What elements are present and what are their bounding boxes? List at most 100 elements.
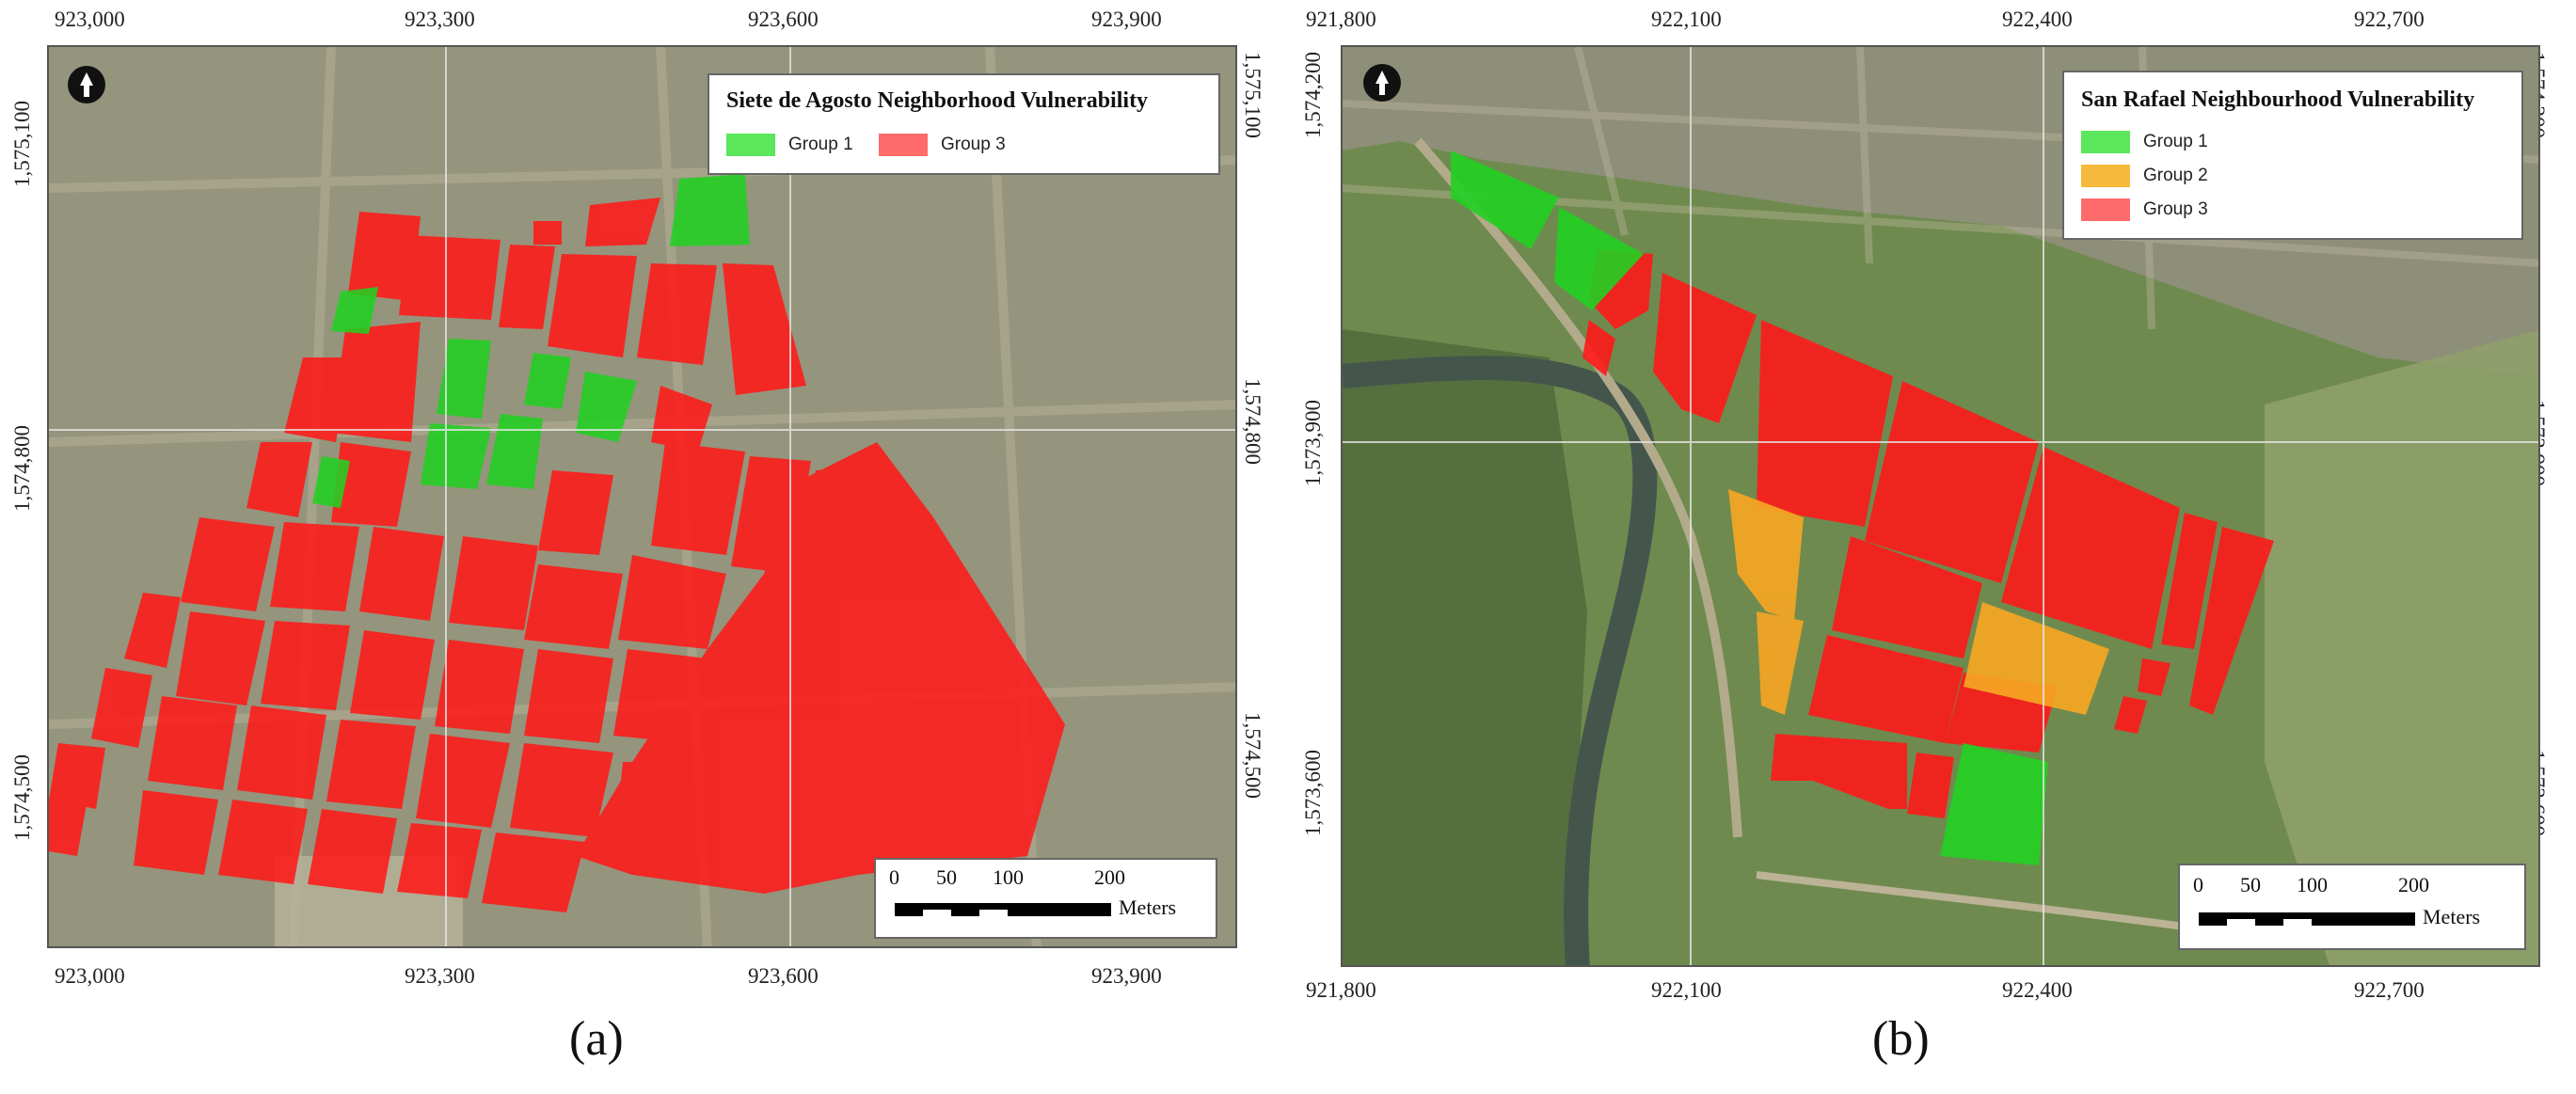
block-b1-01 [1451, 151, 1559, 249]
block-a3-25 [176, 611, 265, 706]
left-tick-a-2: 1,574,500 [10, 754, 34, 841]
block-b3-09 [1832, 536, 1982, 658]
swatch-group2-b [2081, 165, 2130, 187]
block-a3-22 [524, 564, 623, 649]
scale-label-b-2: 100 [2297, 873, 2328, 896]
panel-caption-b: (b) [1872, 1012, 1930, 1066]
block-a3-17 [181, 517, 275, 611]
scalebar-b: 0 50 100 200 Meters [2178, 864, 2526, 950]
block-a3-33 [237, 706, 326, 800]
legend-label-b-group1: Group 1 [2143, 132, 2208, 151]
top-tick-a-0: 923,000 [55, 8, 125, 31]
block-a1-02 [331, 287, 378, 334]
block-b3-02 [1582, 320, 1615, 376]
map-a[interactable]: Siete de Agosto Neighborhood Vulnerabili… [47, 45, 1237, 948]
scale-unit-a: Meters [1119, 896, 1177, 919]
bottom-tick-b-3: 922,700 [2354, 978, 2425, 1002]
block-a3-29 [524, 649, 613, 743]
block-a3-44 [49, 800, 87, 856]
group1-blocks-a [312, 174, 750, 508]
block-a3-06 [533, 221, 562, 245]
block-a3-11 [246, 442, 312, 517]
block-a3-10 [284, 357, 350, 442]
block-a1-03 [437, 339, 491, 419]
block-b1-02 [1554, 207, 1644, 310]
block-a3-21 [538, 470, 613, 555]
block-a3-04 [548, 254, 637, 357]
block-a3-35 [416, 734, 510, 828]
block-b3-08 [2189, 527, 2274, 715]
left-tick-a-1: 1,574,800 [10, 425, 34, 512]
block-a3-07 [585, 198, 660, 246]
top-tick-b-3: 922,700 [2354, 8, 2425, 31]
block-a3-08 [723, 263, 806, 395]
block-a3-14 [651, 442, 745, 555]
block-a3-12 [331, 442, 411, 527]
top-tick-b-2: 922,400 [2002, 8, 2073, 31]
legend-label-a-group1: Group 1 [788, 135, 853, 154]
scale-unit-b: Meters [2423, 905, 2481, 928]
block-a3-38 [134, 790, 218, 875]
block-b3-07 [2161, 513, 2218, 649]
panel-caption-a: (a) [569, 1012, 624, 1066]
left-tick-a-0: 1,575,100 [10, 101, 34, 187]
river-b [1343, 356, 1658, 965]
block-a3-36 [510, 743, 613, 837]
map-b[interactable]: San Rafael Neighbourhood Vulnerability G… [1341, 45, 2540, 967]
swatch-group3-b [2081, 198, 2130, 221]
legend-label-b-group3: Group 3 [2143, 199, 2208, 219]
left-tick-b-2: 1,573,600 [1301, 750, 1325, 836]
wetland-b [1343, 329, 1587, 965]
scale-label-b-3: 200 [2398, 873, 2429, 896]
scale-label-a-3: 200 [1094, 865, 1125, 889]
block-b3-04 [1757, 320, 1893, 527]
block-a3-39 [218, 800, 308, 884]
block-b3-15 [1907, 753, 1954, 818]
bottom-tick-a-2: 923,600 [748, 964, 819, 988]
right-tick-a-2: 1,574,500 [1241, 712, 1264, 799]
map-b-svg [1343, 47, 2538, 965]
block-a3-32 [148, 696, 237, 790]
group3-blocks-a [49, 198, 1065, 912]
block-a3-31 [91, 668, 152, 748]
block-a3-05 [637, 263, 717, 365]
top-tick-b-1: 922,100 [1651, 8, 1722, 31]
block-a1-04 [524, 353, 571, 409]
group1-blocks-b [1451, 151, 2048, 865]
block-b3-12 [2138, 658, 2171, 696]
block-b3-10 [1808, 635, 1964, 743]
block-a3-40 [308, 809, 397, 894]
top-tick-a-3: 923,900 [1091, 8, 1162, 31]
block-a3-28 [435, 640, 524, 734]
block-b1-03 [1940, 743, 2048, 865]
road-b-1 [1414, 137, 1742, 838]
block-a1-08 [312, 456, 350, 508]
bottom-tick-a-1: 923,300 [405, 964, 475, 988]
scale-label-a-2: 100 [993, 865, 1024, 889]
bottom-tick-a-3: 923,900 [1091, 964, 1162, 988]
bottom-tick-b-1: 922,100 [1651, 978, 1722, 1002]
block-a3-large [576, 442, 1065, 894]
legend-a: Siete de Agosto Neighborhood Vulnerabili… [708, 73, 1220, 175]
scale-label-a-1: 50 [936, 865, 957, 889]
map-a-svg [49, 47, 1235, 946]
bottom-tick-b-0: 921,800 [1306, 978, 1376, 1002]
scale-label-a-0: 0 [889, 865, 899, 889]
legend-title-a: Siete de Agosto Neighborhood Vulnerabili… [726, 88, 1149, 113]
block-a3-01 [348, 212, 421, 301]
block-a3-26 [261, 621, 350, 710]
block-b3-14 [1771, 734, 1907, 809]
legend-label-b-group2: Group 2 [2143, 166, 2208, 185]
block-b3-13 [2114, 696, 2147, 734]
block-a3-27 [350, 630, 435, 720]
right-tick-a-0: 1,575,100 [1241, 52, 1264, 138]
graticule-a [49, 47, 1235, 946]
top-tick-b-0: 921,800 [1306, 8, 1376, 31]
top-tick-a-1: 923,300 [405, 8, 475, 31]
legend-item-b-group1: Group 1 [2081, 131, 2208, 153]
graticule-b [1343, 47, 2538, 965]
block-a3-23 [618, 555, 726, 649]
legend-label-a-group3: Group 3 [941, 135, 1006, 154]
block-b3-05 [1865, 381, 2039, 583]
legend-b: San Rafael Neighbourhood Vulnerability G… [2062, 71, 2523, 240]
